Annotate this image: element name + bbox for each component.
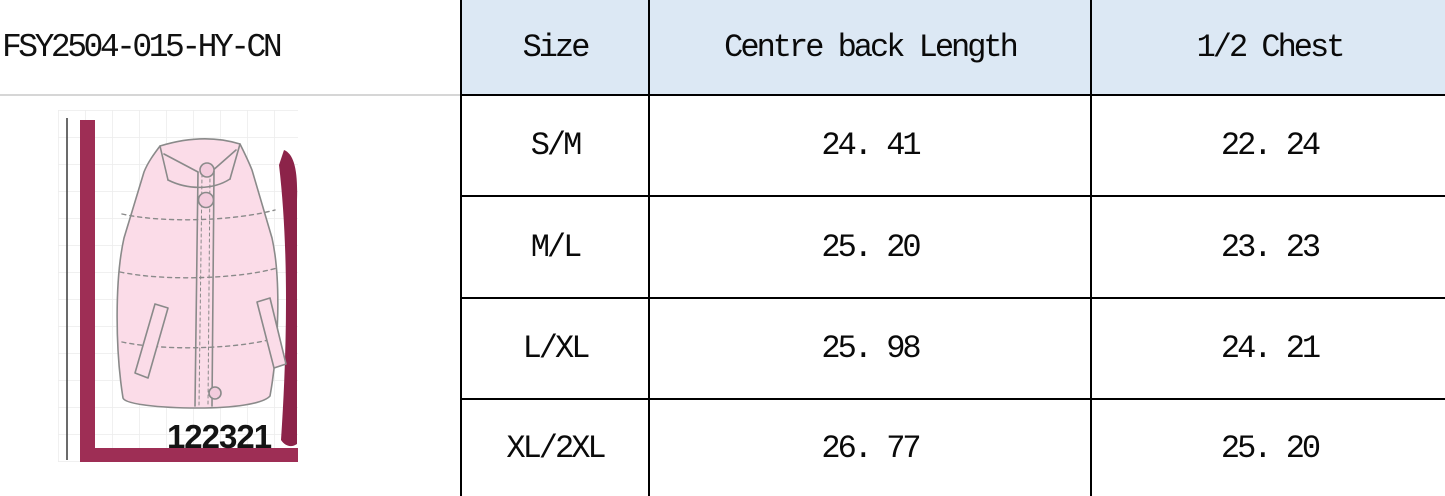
centre-back-length-cell: 26. 77 xyxy=(650,400,1092,496)
header-half-chest: 1/2 Chest xyxy=(1092,0,1445,96)
half-chest-cell: 24. 21 xyxy=(1092,299,1445,400)
size-cell: S/M xyxy=(462,96,650,197)
half-chest-cell: 23. 23 xyxy=(1092,197,1445,299)
frame-bottom-bar xyxy=(95,448,298,462)
size-cell: L/XL xyxy=(462,299,650,400)
size-cell: M/L xyxy=(462,197,650,299)
header-centre-back-length: Centre back Length xyxy=(650,0,1092,96)
size-table: Size Centre back Length 1/2 Chest S/M 24… xyxy=(460,0,1445,496)
centre-back-length-cell: 25. 98 xyxy=(650,299,1092,400)
centre-back-length-cell: 24. 41 xyxy=(650,96,1092,197)
product-panel: FSY2504-015-HY-CN xyxy=(0,0,460,496)
product-image: 122321 xyxy=(58,110,298,462)
header-size: Size xyxy=(462,0,650,96)
centre-back-length-cell: 25. 20 xyxy=(650,197,1092,299)
half-chest-cell: 22. 24 xyxy=(1092,96,1445,197)
back-garment xyxy=(279,150,298,447)
style-number: 122321 xyxy=(167,418,272,455)
panel-divider xyxy=(0,94,460,96)
vest-drawing xyxy=(116,138,287,409)
size-cell: XL/2XL xyxy=(462,400,650,496)
frame-left-bar xyxy=(80,120,95,462)
half-chest-cell: 25. 20 xyxy=(1220,429,1321,467)
product-code: FSY2504-015-HY-CN xyxy=(2,29,283,66)
